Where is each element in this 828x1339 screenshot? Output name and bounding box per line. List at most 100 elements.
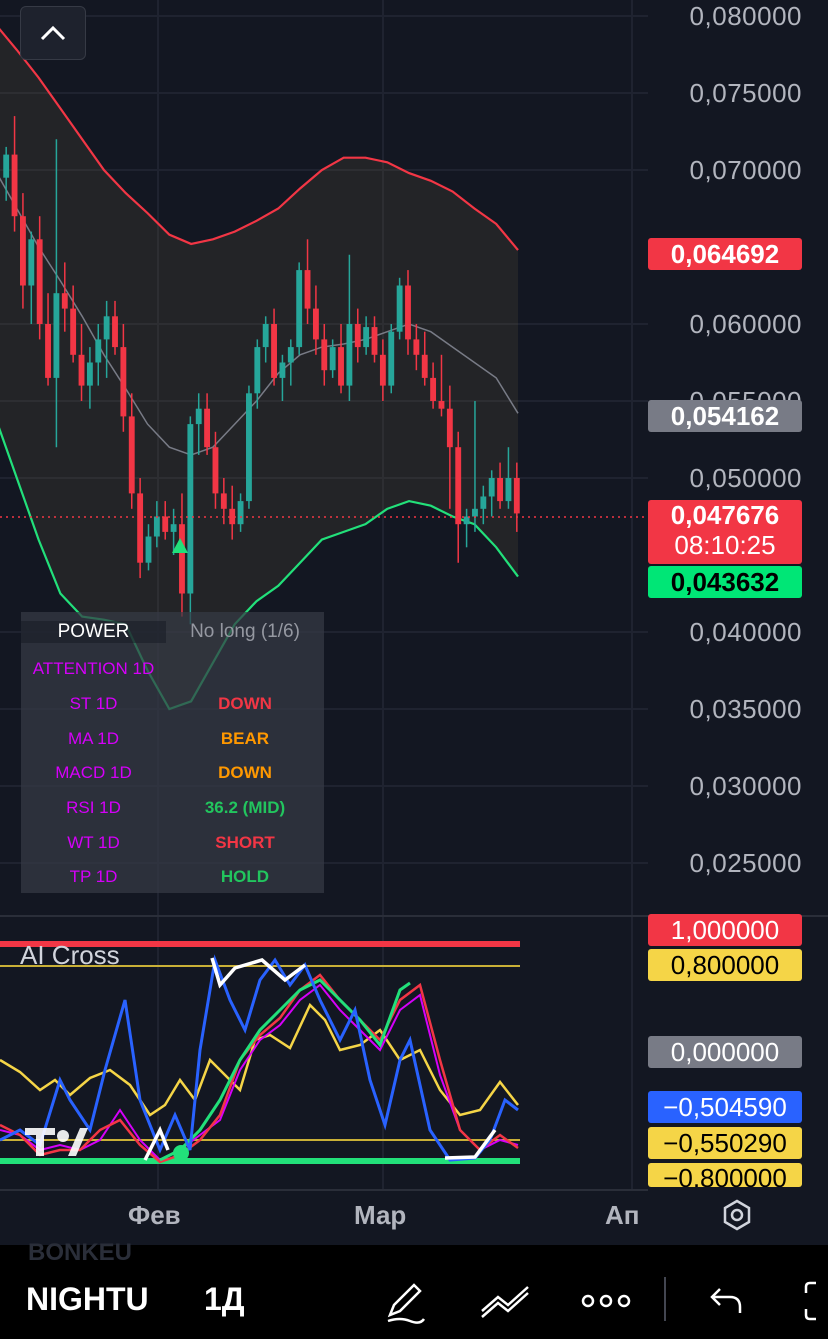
upper-band-tag: 0,064692: [648, 238, 802, 270]
toolbar-divider: [664, 1277, 666, 1321]
candle: [488, 470, 495, 517]
power-row: TP 1D HOLD: [21, 860, 324, 895]
candle: [3, 146, 10, 201]
undo-icon: [710, 1288, 742, 1313]
candle: [329, 339, 336, 378]
power-row-label: RSI 1D: [66, 798, 121, 818]
symbol-button[interactable]: NIGHTU: [26, 1281, 149, 1317]
power-row: MA 1D BEAR: [21, 721, 324, 756]
candle: [137, 478, 144, 579]
candle: [312, 285, 319, 355]
candle: [354, 308, 361, 363]
price-axis-label: 0,040000: [689, 617, 802, 647]
candle: [78, 324, 85, 401]
candle: [262, 316, 269, 363]
candle: [338, 324, 344, 394]
candle: [396, 277, 403, 340]
candle: [246, 385, 252, 509]
candle: [413, 324, 420, 371]
power-row-value: HOLD: [220, 867, 270, 887]
candle: [112, 300, 118, 355]
power-row-value: BEAR: [220, 728, 270, 748]
candle: [237, 493, 244, 532]
candle: [19, 193, 26, 309]
candle: [287, 339, 294, 386]
candle: [421, 331, 428, 386]
price-axis-label: 0,070000: [689, 155, 802, 185]
candle: [53, 139, 60, 448]
candle: [61, 262, 68, 332]
candle: [405, 270, 411, 355]
more-dots-icon: [581, 1294, 631, 1308]
candle: [463, 508, 470, 548]
candle: [36, 216, 43, 340]
power-row-label: MACD 1D: [55, 763, 132, 783]
trend-line-icon: [481, 1286, 529, 1318]
pencil-icon: [387, 1283, 426, 1324]
candle: [120, 324, 127, 432]
indicator-title[interactable]: AI Cross: [20, 940, 120, 970]
undo-button[interactable]: [698, 1273, 754, 1329]
indicator-blue-tag: −0,504590: [648, 1091, 802, 1123]
candle: [505, 447, 512, 509]
more-button[interactable]: [578, 1273, 634, 1329]
price-axis-label: 0,035000: [689, 694, 802, 724]
candle: [271, 308, 277, 386]
candle: [170, 508, 177, 555]
price-axis-label: 0,060000: [689, 309, 802, 339]
candle: [455, 431, 462, 563]
indicator-bottom-tag: −0,800000: [648, 1163, 802, 1187]
last-price-tag: 0,047676 08:10:25: [648, 500, 802, 564]
bar-countdown: 08:10:25: [674, 530, 776, 560]
candle: [179, 493, 185, 617]
candle: [321, 324, 328, 386]
chevron-up-icon: [40, 25, 66, 41]
indicator-top-tag: 1,000000: [648, 914, 802, 946]
candle: [212, 431, 219, 509]
candle: [229, 485, 236, 540]
last-price-value: 0,047676: [670, 500, 780, 530]
power-row: ST 1D DOWN: [21, 687, 324, 722]
candle: [195, 393, 202, 455]
power-row: MACD 1D DOWN: [21, 756, 324, 791]
fullscreen-button[interactable]: [800, 1273, 828, 1329]
price-axis-label: 0,075000: [689, 78, 802, 108]
ai-cross-indicator: [0, 941, 520, 1164]
chart-settings-button[interactable]: [720, 1198, 754, 1237]
candle: [11, 116, 18, 232]
candle: [497, 462, 504, 509]
fullscreen-icon: [804, 1281, 816, 1321]
power-row-label: MA 1D: [67, 728, 120, 748]
middle-band-tag: 0,054162: [648, 400, 802, 432]
power-row: WT 1D SHORT: [21, 825, 324, 860]
drawing-tool-button[interactable]: [376, 1273, 432, 1329]
lower-band-tag: 0,043632: [648, 566, 802, 598]
candle: [438, 354, 445, 417]
candle: [279, 354, 286, 401]
candle: [254, 339, 261, 409]
candle: [86, 347, 93, 409]
candle: [153, 501, 160, 548]
candle: [145, 524, 152, 571]
power-row-label: TP 1D: [69, 867, 118, 887]
candle: [204, 393, 211, 455]
candle: [513, 462, 520, 532]
collapse-panel-button[interactable]: [20, 6, 86, 60]
upper-band-line: [0, 27, 519, 251]
power-row-label: ST 1D: [69, 694, 118, 714]
power-table: POWER No long (1/6) ATTENTION 1D ST 1D DOW…: [21, 612, 324, 893]
middle-band-line: [0, 177, 519, 456]
timeframe-button[interactable]: 1Д: [204, 1281, 245, 1317]
candle: [371, 316, 378, 363]
power-row-value: SHORT: [215, 832, 275, 852]
price-axis-label: 0,025000: [689, 848, 802, 878]
candle: [95, 324, 102, 386]
power-status: No long (1/6): [190, 621, 300, 642]
candle: [304, 239, 311, 324]
trend-line-button[interactable]: [478, 1273, 534, 1329]
candle: [128, 393, 135, 509]
power-row: ATTENTION 1D: [21, 652, 324, 687]
candle: [379, 339, 386, 401]
power-row: RSI 1D 36.2 (MID): [21, 791, 324, 826]
power-row-value: DOWN: [218, 763, 272, 783]
